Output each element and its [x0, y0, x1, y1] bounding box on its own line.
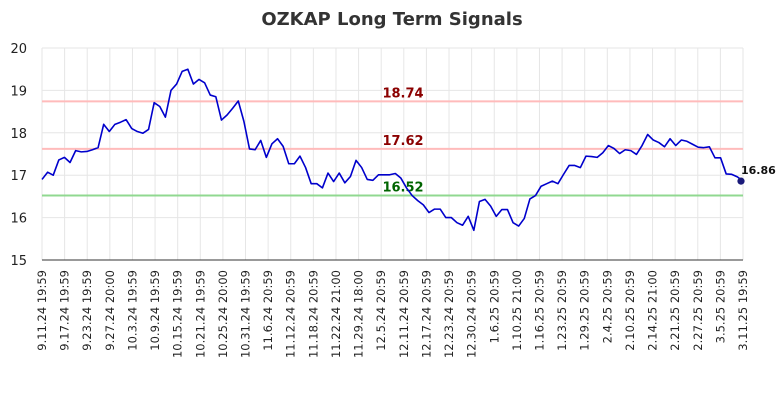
- signal-lines: 18.74 17.62 16.52: [42, 86, 743, 197]
- x-tick-label: 2.14.25 21:00: [646, 270, 660, 351]
- x-tick-label: 1.29.25 20:59: [578, 270, 592, 351]
- chart-title: OZKAP Long Term Signals: [261, 9, 522, 30]
- y-axis: 15 16 17 18 19 20: [10, 42, 743, 269]
- signal-label: 18.74: [382, 86, 423, 101]
- x-tick-label: 11.29.24 18:00: [352, 270, 366, 358]
- x-tick-label: 10.15.24 19:59: [171, 270, 185, 358]
- x-tick-label: 12.5.24 20:59: [374, 270, 388, 351]
- y-tick-label: 20: [10, 42, 27, 57]
- signal-label: 17.62: [382, 134, 423, 149]
- x-tick-label: 12.23.24 20:59: [442, 270, 456, 358]
- y-tick-label: 17: [10, 169, 27, 184]
- x-tick-label: 10.25.24 20:00: [216, 270, 230, 358]
- series: 16.86: [41, 68, 776, 232]
- y-tick-label: 19: [10, 84, 27, 99]
- x-tick-label: 3.11.25 19:59: [736, 270, 750, 351]
- y-tick-label: 18: [10, 127, 27, 142]
- x-tick-label: 1.23.25 20:59: [555, 270, 569, 351]
- x-tick-label: 12.11.24 20:59: [397, 270, 411, 358]
- x-tick-label: 2.27.25 20:59: [691, 270, 705, 351]
- x-tick-label: 10.31.24 19:59: [239, 270, 253, 358]
- x-tick-label: 11.12.24 20:59: [284, 270, 298, 358]
- x-tick-label: 10.9.24 19:59: [148, 270, 162, 351]
- x-tick-label: 11.22.24 21:00: [329, 270, 343, 358]
- grid: [41, 47, 744, 261]
- x-tick-label: 12.30.24 20:59: [465, 270, 479, 358]
- last-value-label: 16.86: [741, 164, 776, 177]
- last-point-marker: [737, 177, 745, 185]
- y-tick-label: 15: [10, 254, 27, 269]
- x-tick-label: 9.11.24 19:59: [35, 270, 49, 351]
- x-tick-label: 10.3.24 19:59: [125, 270, 139, 351]
- x-tick-label: 1.6.25 20:59: [487, 270, 501, 343]
- x-tick-label: 2.21.25 20:59: [668, 270, 682, 351]
- x-tick-label: 9.27.24 20:00: [103, 270, 117, 351]
- y-tick-label: 16: [10, 212, 27, 227]
- x-tick-label: 10.21.24 19:59: [193, 270, 207, 358]
- x-tick-label: 2.4.25 20:59: [600, 270, 614, 343]
- signal-label: 16.52: [382, 181, 423, 196]
- x-tick-label: 9.23.24 19:59: [80, 270, 94, 351]
- x-tick-label: 11.6.24 20:59: [261, 270, 275, 351]
- series-line: [41, 68, 744, 232]
- x-tick-label: 2.10.25 20:59: [623, 270, 637, 351]
- x-tick-label: 9.17.24 19:59: [58, 270, 72, 351]
- x-tick-label: 1.16.25 20:59: [532, 270, 546, 351]
- x-tick-label: 1.10.25 21:00: [510, 270, 524, 351]
- x-tick-label: 12.17.24 20:59: [419, 270, 433, 358]
- x-tick-label: 3.5.25 20:59: [713, 270, 727, 343]
- x-axis: 9.11.24 19:59 9.17.24 19:59 9.23.24 19:59 9…: [35, 270, 750, 358]
- x-tick-label: 11.18.24 20:59: [306, 270, 320, 358]
